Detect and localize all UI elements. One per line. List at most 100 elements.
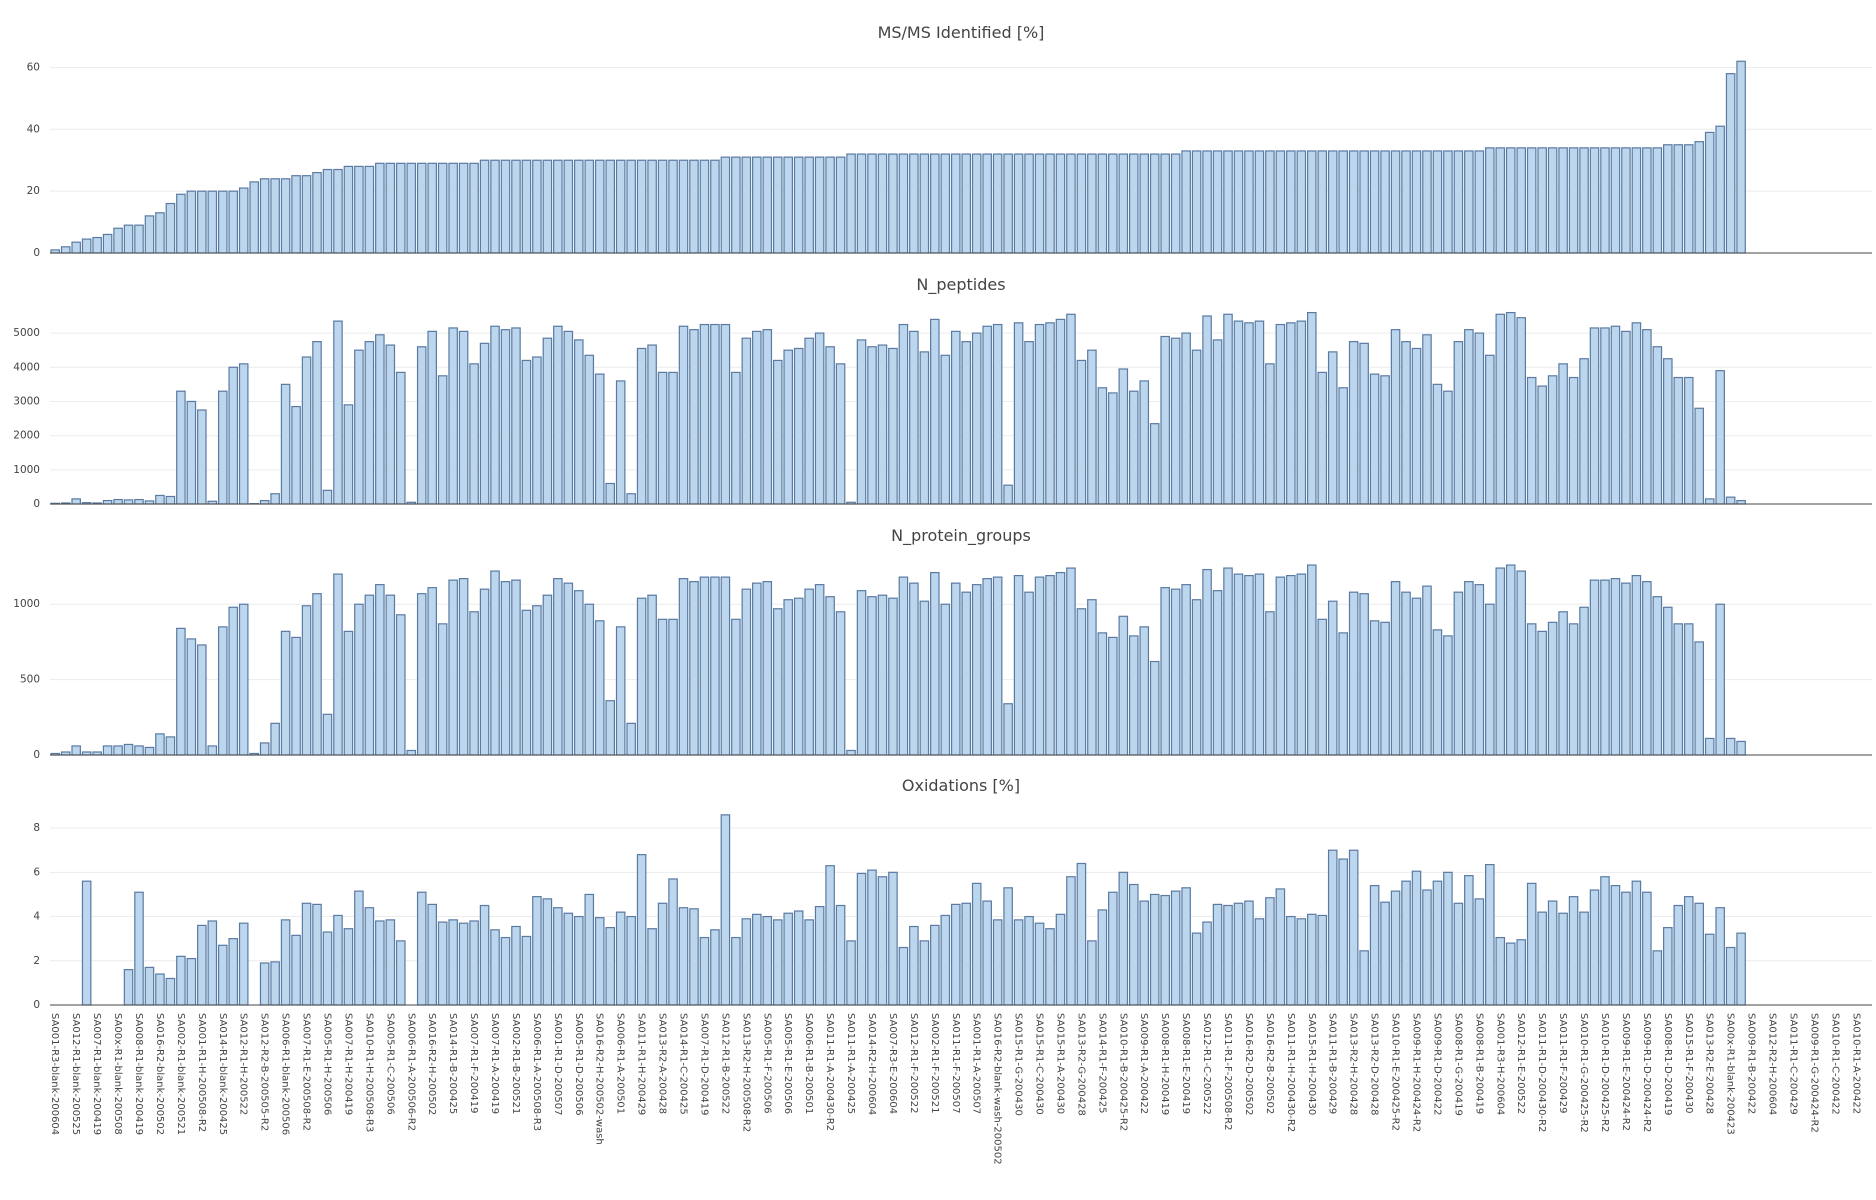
x-tick-label: SA005-R1-F-200506 [761, 1013, 772, 1114]
bar [804, 337, 814, 505]
bar [752, 582, 762, 756]
bar [1254, 150, 1265, 254]
y-tick-label: 3000 [13, 395, 40, 407]
bar [961, 902, 972, 1006]
bar [1024, 915, 1034, 1006]
bar [699, 323, 710, 505]
bar [1024, 153, 1034, 254]
bar [1673, 376, 1684, 505]
bar [961, 153, 972, 254]
x-tick-label: SA009-R1-D-200422 [1431, 1013, 1442, 1115]
chart-title: N_protein_groups [891, 526, 1031, 546]
bar [856, 590, 867, 756]
bar [1704, 131, 1715, 254]
bar [825, 865, 835, 1006]
bar [982, 325, 992, 505]
bar [1160, 587, 1170, 756]
bar [1725, 737, 1736, 756]
x-tick-label: SA007-R1-H-200419 [342, 1013, 353, 1115]
bar [312, 593, 322, 756]
bar [1170, 890, 1181, 1006]
bar [877, 153, 888, 254]
bar [395, 940, 406, 1006]
bar [228, 366, 239, 505]
bar [1055, 571, 1066, 756]
bar [919, 600, 930, 756]
bar [689, 329, 699, 505]
bar [1474, 584, 1485, 756]
bar [1076, 153, 1087, 254]
bar [1600, 147, 1610, 254]
bar [846, 153, 856, 254]
x-tick-label: SA011-R1-A-200430-R2 [824, 1013, 835, 1131]
bar [144, 215, 155, 254]
bar [657, 371, 668, 505]
bar [699, 936, 710, 1006]
bar [720, 156, 731, 254]
bar [1715, 125, 1725, 254]
bar [657, 618, 668, 756]
bar [1275, 888, 1286, 1006]
bar [416, 346, 427, 505]
bar [1003, 484, 1013, 505]
bar [1359, 150, 1369, 254]
bar [343, 630, 354, 756]
bar [950, 903, 961, 1006]
bar [1453, 902, 1464, 1006]
bar [238, 363, 249, 505]
bar [500, 159, 511, 254]
bar [532, 159, 542, 254]
bar [542, 898, 553, 1006]
bar [155, 212, 165, 254]
bar [1558, 363, 1568, 505]
bar [1233, 573, 1244, 756]
bar [375, 920, 385, 1006]
bar [940, 153, 951, 254]
bar [1275, 323, 1286, 505]
bar [1097, 387, 1108, 505]
x-tick-label: SA015-R1-F-200430 [1683, 1013, 1694, 1114]
bar [992, 323, 1003, 505]
bar [1547, 147, 1558, 254]
bar [741, 918, 752, 1006]
x-tick-label: SA001-R3-blank-200604 [49, 1013, 60, 1135]
bar [427, 587, 437, 756]
bar [333, 573, 343, 756]
bar [207, 745, 218, 756]
bar [1359, 342, 1369, 505]
x-tick-label: SA014-R1-C-200425 [678, 1013, 689, 1115]
bar [615, 380, 626, 505]
bar [772, 359, 783, 505]
bar [1149, 153, 1160, 254]
bar [594, 620, 605, 756]
x-tick-label: SA008-R1-H-200419 [1159, 1013, 1170, 1115]
bar [123, 499, 134, 505]
bar [1286, 150, 1296, 254]
bar [542, 159, 553, 254]
bar [689, 581, 699, 756]
bar [1694, 641, 1705, 756]
bar [867, 346, 877, 505]
bar [134, 224, 144, 254]
bar [1422, 585, 1432, 756]
bar [448, 579, 458, 756]
bar [615, 911, 626, 1006]
bar [762, 915, 773, 1006]
bar [835, 611, 846, 756]
bar [1642, 581, 1652, 756]
y-tick-label: 1000 [13, 464, 40, 476]
bar [731, 936, 741, 1006]
x-tick-label: SA005-R1-H-200506 [321, 1013, 332, 1115]
bar [626, 915, 636, 1006]
bar [678, 159, 689, 254]
bar [898, 946, 909, 1006]
bar [1265, 897, 1275, 1006]
y-tick-label: 4 [33, 911, 40, 923]
bar [647, 594, 657, 756]
bar [1380, 375, 1390, 505]
bar [1181, 332, 1191, 505]
x-tick-label: SA011-R1-F-200508-R2 [1222, 1013, 1233, 1130]
bar [804, 919, 814, 1006]
bar [783, 349, 794, 505]
bar [1537, 911, 1547, 1006]
